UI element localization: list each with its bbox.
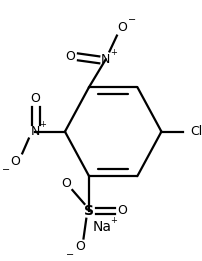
Text: N: N bbox=[31, 125, 40, 138]
Text: O: O bbox=[30, 92, 40, 105]
Text: O: O bbox=[61, 177, 71, 189]
Text: +: + bbox=[39, 120, 46, 129]
Text: −: − bbox=[1, 165, 10, 175]
Text: N: N bbox=[101, 53, 110, 66]
Text: O: O bbox=[75, 240, 85, 253]
Text: Cl: Cl bbox=[190, 125, 202, 138]
Text: S: S bbox=[84, 204, 94, 218]
Text: −: − bbox=[66, 250, 75, 260]
Text: O: O bbox=[118, 21, 127, 34]
Text: −: − bbox=[128, 15, 136, 25]
Text: O: O bbox=[118, 204, 127, 217]
Text: O: O bbox=[10, 155, 20, 168]
Text: O: O bbox=[66, 50, 76, 63]
Text: +: + bbox=[110, 216, 117, 225]
Text: Na: Na bbox=[93, 220, 112, 234]
Text: +: + bbox=[110, 48, 117, 57]
